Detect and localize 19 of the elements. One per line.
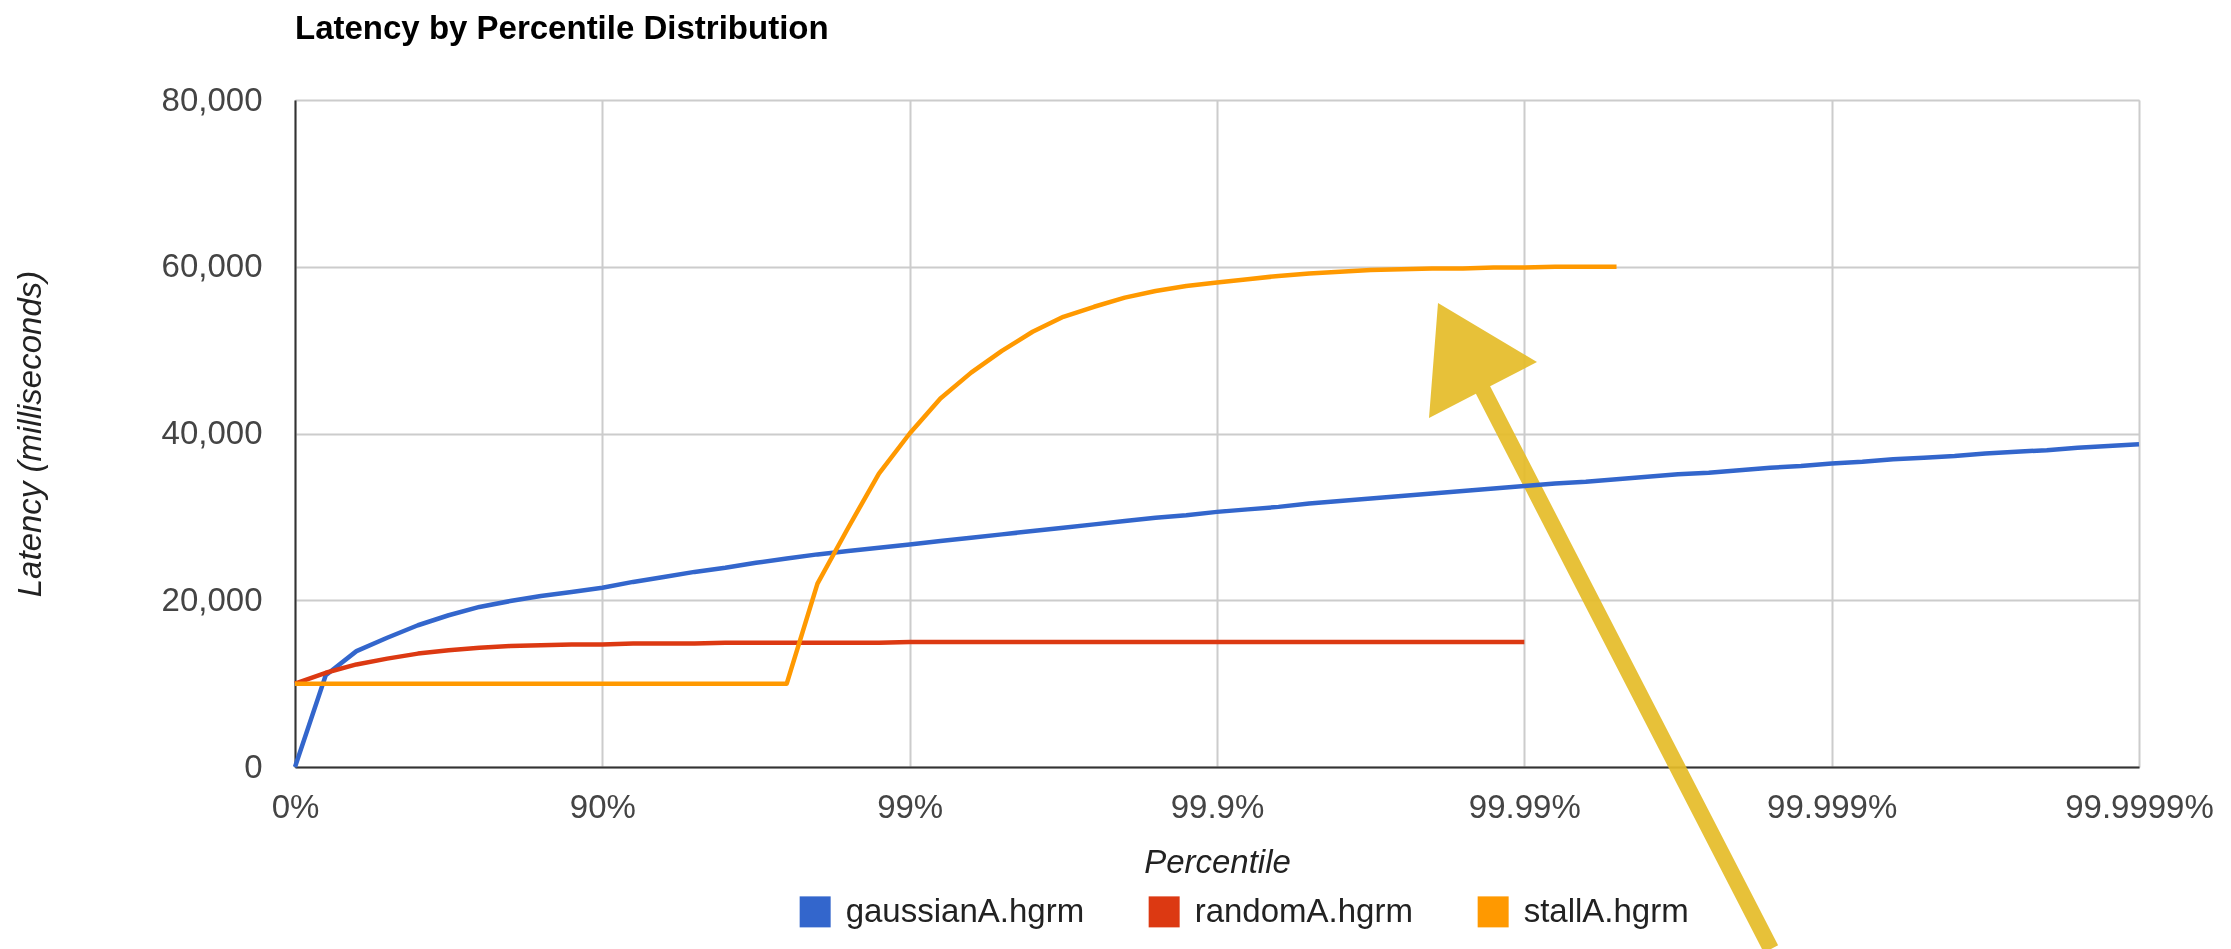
x-axis-title: Percentile [1144,842,1291,880]
x-tick-label: 90% [569,787,636,825]
chart-title: Latency by Percentile Distribution [295,9,829,46]
y-tick-label: 0 [244,747,263,785]
x-tick-label: 99% [877,787,944,825]
x-tick-label: 99.999% [1767,787,1898,825]
x-tick-label: 99.9% [1170,787,1265,825]
line-series [292,264,1619,686]
legend-label: stallA.hgrm [1523,891,1689,929]
y-tick-label: 40,000 [161,414,263,451]
y-axis-title: Latency (milliseconds) [10,270,48,598]
y-tick-label: 60,000 [161,247,263,285]
y-tick-label: 20,000 [161,580,263,618]
legend-label: gaussianA.hgrm [845,891,1085,929]
y-tick-label: 80,000 [161,80,263,118]
x-tick-label: 99.9999% [2065,787,2214,825]
legend-label: randomA.hgrm [1194,891,1413,929]
x-tick-label: 99.99% [1468,787,1581,825]
x-tick-label: 0% [271,787,320,825]
